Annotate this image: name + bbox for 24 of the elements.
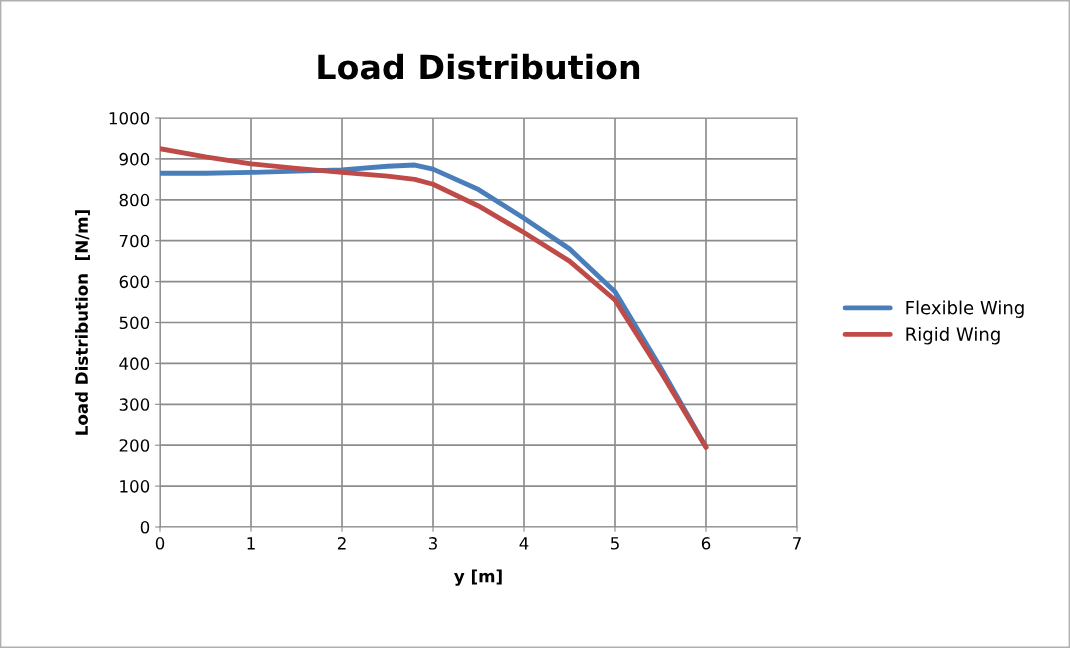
y-tick-label: 300: [119, 398, 150, 411]
y-tick-label: 600: [119, 275, 150, 289]
x-tick-label: 4: [519, 537, 529, 550]
y-tick-label: 1000: [109, 111, 150, 125]
y-tick-label: 700: [119, 234, 150, 248]
x-tick-label: 6: [701, 537, 711, 550]
x-tick-label: 1: [247, 537, 255, 550]
x-tick-label: 0: [155, 537, 165, 550]
chart-title: Load Distribution: [318, 53, 640, 80]
legend-label: Flexible Wing: [906, 300, 1024, 318]
y-tick-label: 800: [119, 193, 150, 207]
y-tick-label: 500: [119, 316, 150, 330]
x-tick-label: 3: [428, 537, 437, 550]
x-tick-label: 5: [610, 537, 619, 550]
x-axis-title: y [m]: [454, 569, 502, 586]
x-tick-label: 2: [337, 537, 346, 550]
y-axis-title: Load Distribution [N/m]: [75, 210, 90, 435]
y-tick-label: 0: [140, 520, 150, 534]
x-tick-label: 7: [793, 537, 801, 550]
y-tick-label: 200: [119, 439, 150, 452]
y-tick-label: 400: [119, 357, 150, 370]
y-tick-label: 100: [120, 480, 150, 493]
y-tick-label: 900: [119, 152, 150, 166]
legend-label: Rigid Wing: [906, 327, 1000, 345]
